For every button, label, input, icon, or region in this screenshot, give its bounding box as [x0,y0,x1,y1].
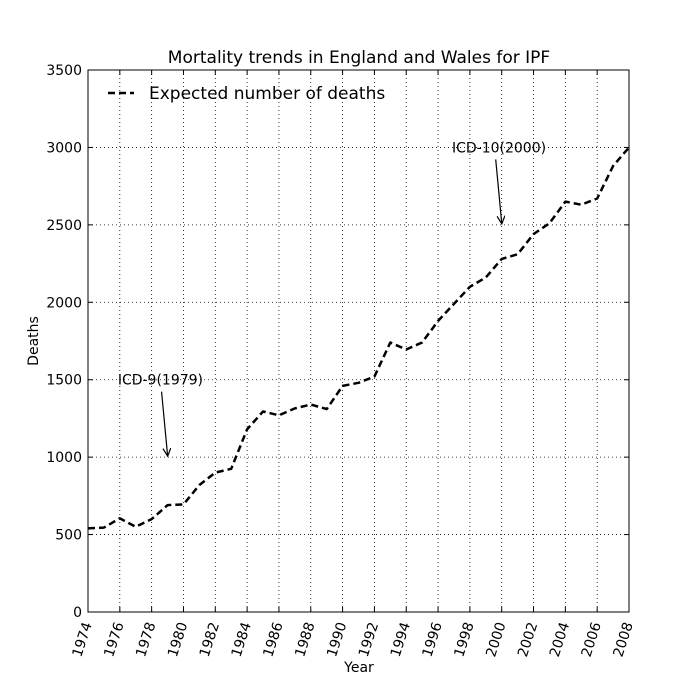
y-tick-label: 1500 [46,373,82,389]
x-tick-label: 1980 [165,620,191,659]
x-tick-label: 1998 [451,620,477,659]
annotation-label-2: ICD-10(2000) [452,140,546,156]
y-tick-label: 2500 [46,218,82,234]
annotation-label-1: ICD-9(1979) [118,373,203,389]
legend: Expected number of deaths [108,84,385,104]
x-tick-label: 2008 [611,620,637,659]
chart-title: Mortality trends in England and Wales fo… [168,48,550,68]
x-tick-label: 1984 [229,620,255,659]
grid-lines [88,70,629,612]
x-tick-label: 1986 [261,620,287,659]
x-tick-label: 1982 [197,620,223,659]
y-tick-label: 1000 [46,450,82,466]
axis-ticks: 1974 1976 1978 1980 1982 1984 1986 1988 1990 1992… [46,63,636,659]
series-line-expected-deaths [87,146,630,530]
x-tick-label: 2000 [483,620,509,659]
x-tick-label: 1992 [356,620,382,659]
x-tick-label: 1974 [70,620,96,659]
x-tick-label: 2006 [579,620,605,659]
x-tick-label: 1988 [292,620,318,659]
y-tick-label: 3500 [46,63,82,79]
annotations: ICD-9(1979) ICD-10(2000) [118,140,546,455]
y-axis-label: Deaths [26,316,42,366]
annotation-arrow-1 [160,391,168,455]
x-tick-label: 1978 [133,620,159,659]
x-tick-label: 1996 [420,620,446,659]
y-tick-label: 2000 [46,295,82,311]
x-tick-label: 1990 [324,620,350,659]
x-axis-label: Year [343,660,374,676]
y-tick-label: 0 [73,605,82,621]
y-tick-label: 3000 [46,140,82,156]
x-tick-label: 1994 [388,620,414,659]
x-tick-label: 2004 [547,620,573,659]
x-tick-label: 1976 [101,620,127,659]
legend-label: Expected number of deaths [149,84,385,104]
y-tick-label: 500 [55,528,82,544]
plot-frame [87,69,630,613]
series-layer [87,146,630,530]
annotation-arrow-2 [495,159,502,222]
x-tick-label: 2002 [515,620,541,659]
